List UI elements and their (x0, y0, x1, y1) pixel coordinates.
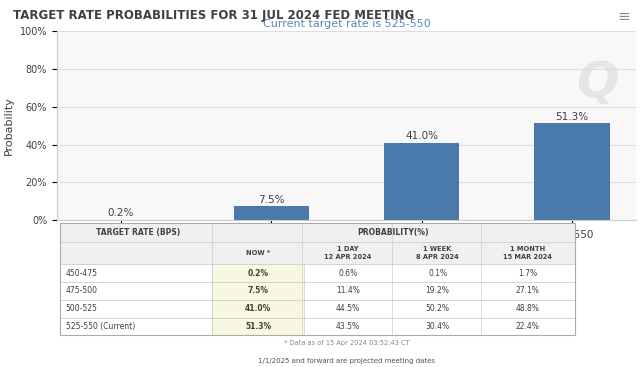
Bar (212, 300, 304, 317)
Text: 41.0%: 41.0% (245, 304, 271, 313)
Text: 50.2%: 50.2% (426, 304, 449, 313)
Text: 43.5%: 43.5% (336, 322, 360, 331)
Text: 30.4%: 30.4% (426, 322, 450, 331)
Text: 1 WEEK
8 APR 2024: 1 WEEK 8 APR 2024 (416, 246, 459, 260)
Text: 27.1%: 27.1% (515, 286, 540, 295)
Bar (60, 282, 575, 300)
Text: Q: Q (576, 59, 618, 108)
Bar (212, 264, 304, 282)
Text: 41.0%: 41.0% (405, 131, 438, 141)
Text: 1.7%: 1.7% (518, 269, 537, 277)
Text: 0.6%: 0.6% (338, 269, 358, 277)
Text: 0.1%: 0.1% (428, 269, 447, 277)
Y-axis label: Probability: Probability (4, 96, 14, 155)
Bar (384, 143, 459, 220)
Bar (534, 123, 609, 220)
Text: 1 DAY
12 APR 2024: 1 DAY 12 APR 2024 (324, 246, 372, 260)
Text: 500-525: 500-525 (66, 304, 97, 313)
Bar (60, 224, 575, 242)
Bar (60, 300, 575, 317)
Text: TARGET RATE (BPS): TARGET RATE (BPS) (96, 228, 180, 237)
Text: 44.5%: 44.5% (336, 304, 360, 313)
X-axis label: Target Rate (in bps): Target Rate (in bps) (292, 244, 401, 254)
Text: 450-475: 450-475 (66, 269, 98, 277)
Text: TARGET RATE PROBABILITIES FOR 31 JUL 2024 FED MEETING: TARGET RATE PROBABILITIES FOR 31 JUL 202… (13, 9, 414, 22)
Text: 0.2%: 0.2% (108, 208, 134, 218)
Text: 1/1/2025 and forward are projected meeting dates: 1/1/2025 and forward are projected meeti… (258, 358, 435, 364)
Bar (212, 317, 304, 335)
Text: 525-550 (Current): 525-550 (Current) (66, 322, 135, 331)
Text: 0.2%: 0.2% (248, 269, 269, 277)
Bar (234, 206, 308, 220)
Text: 7.5%: 7.5% (248, 286, 269, 295)
Text: 1 MONTH
15 MAR 2024: 1 MONTH 15 MAR 2024 (503, 246, 552, 260)
Title: Current target rate is 525-550: Current target rate is 525-550 (262, 19, 430, 29)
Text: 51.3%: 51.3% (245, 322, 271, 331)
Text: 475-500: 475-500 (66, 286, 98, 295)
Text: PROBABILITY(%): PROBABILITY(%) (357, 228, 428, 237)
Text: 22.4%: 22.4% (515, 322, 540, 331)
Text: * Data as of 15 Apr 2024 03:52:43 CT: * Data as of 15 Apr 2024 03:52:43 CT (284, 339, 409, 346)
Bar (60, 224, 575, 335)
Text: NOW *: NOW * (246, 250, 270, 256)
Text: ≡: ≡ (618, 9, 630, 24)
Text: 19.2%: 19.2% (426, 286, 449, 295)
Text: 48.8%: 48.8% (515, 304, 540, 313)
Text: 7.5%: 7.5% (258, 195, 284, 204)
Text: 51.3%: 51.3% (556, 112, 589, 122)
Bar (60, 264, 575, 282)
Bar (60, 242, 575, 264)
Bar (60, 317, 575, 335)
Text: 11.4%: 11.4% (336, 286, 360, 295)
Bar (212, 282, 304, 300)
